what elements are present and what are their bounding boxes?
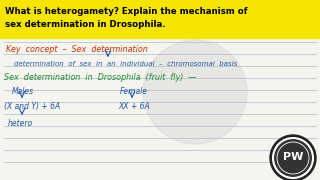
Text: determination  of  sex  in  an  individual  –  chromosomal  basis: determination of sex in an individual – … [14,61,237,67]
Text: (X and Y) + 6A: (X and Y) + 6A [4,102,60,111]
Circle shape [273,138,313,178]
Text: hetero: hetero [8,119,33,128]
Text: What is heterogamety? Explain the mechanism of: What is heterogamety? Explain the mechan… [5,7,247,16]
Text: XX + 6A: XX + 6A [118,102,150,111]
Text: Males: Males [12,87,34,96]
Text: Key  concept  –  Sex  determination: Key concept – Sex determination [6,45,148,54]
Text: sex determination in Drosophila.: sex determination in Drosophila. [5,20,166,29]
Text: PW: PW [283,152,303,162]
Circle shape [270,135,316,180]
Text: Female: Female [120,87,148,96]
Circle shape [143,40,247,144]
Text: Sex  determination  in  Drosophila  (fruit  fly)  —: Sex determination in Drosophila (fruit f… [4,73,196,82]
Bar [0,0,320,38]
